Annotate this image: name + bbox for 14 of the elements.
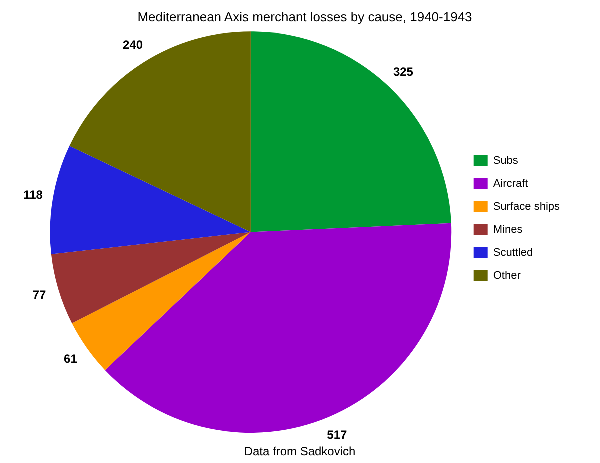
legend-label: Mines (493, 224, 524, 236)
chart-title: Mediterranean Axis merchant losses by cause, 1940-1943 (138, 9, 472, 24)
legend-label: Aircraft (493, 178, 528, 190)
data-label: 517 (327, 428, 348, 442)
legend-label: Subs (493, 155, 519, 168)
legend-label: Scuttled (493, 247, 534, 260)
data-label: 240 (123, 38, 144, 52)
data-label: 118 (24, 188, 44, 202)
text: Data from Sadkovich (244, 444, 356, 458)
legend-label: Surface ships (493, 201, 560, 214)
data-label: 325 (393, 65, 414, 80)
legend-label: Other (493, 270, 522, 282)
data-label: 77 (32, 288, 47, 302)
data-label: 61 (64, 352, 78, 366)
